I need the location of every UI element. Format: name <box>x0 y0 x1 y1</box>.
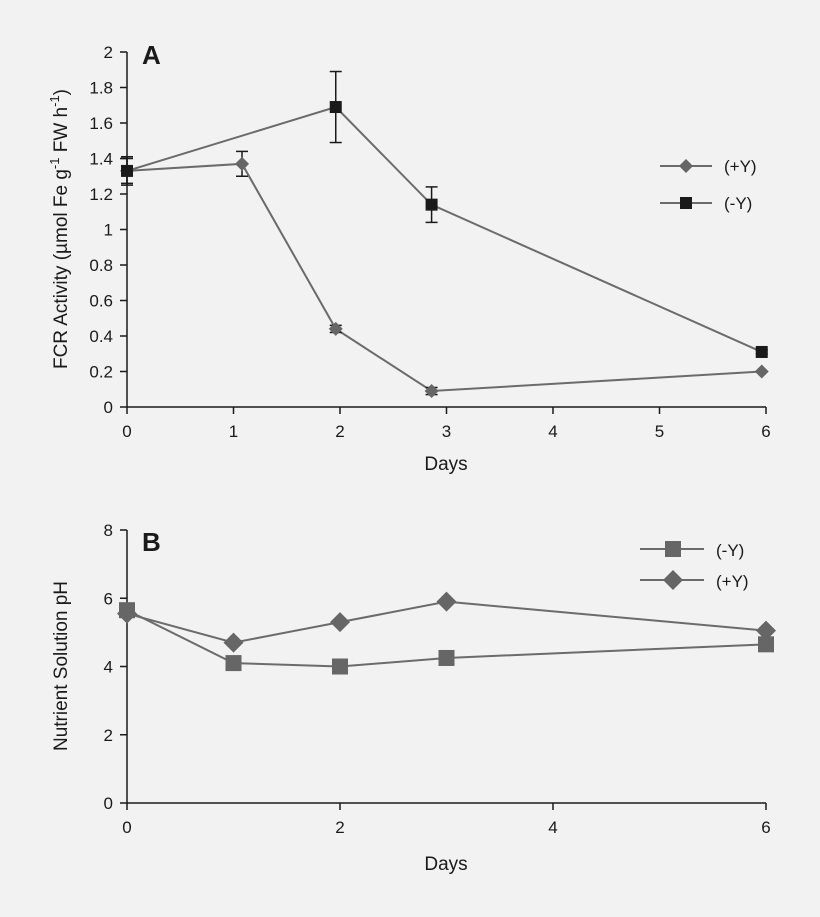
panel-a-x-ticks: 0 1 2 3 4 5 6 <box>122 407 771 441</box>
panel-a-y-tick-label: 0 <box>104 398 113 417</box>
series-line-a-1 <box>126 105 763 353</box>
panel-b-letter: B <box>142 527 161 557</box>
panel-b-x-tick-label: 2 <box>335 818 344 837</box>
panel-a-y-tick-label: 0.2 <box>89 363 113 382</box>
panel-b-y-ticks: 0 2 4 6 8 <box>104 521 127 813</box>
panel-b-y-label: Nutrient Solution pH <box>51 581 72 751</box>
panel-b-y-tick-label: 8 <box>104 521 113 540</box>
panel-a-y-tick-label: 1.2 <box>89 185 113 204</box>
panel-a-y-tick-label: 0.8 <box>89 256 113 275</box>
panel-a-x-tick-label: 6 <box>761 422 770 441</box>
panel-a-letter: A <box>142 40 161 70</box>
panel-a-y-tick-label: 0.4 <box>89 327 113 346</box>
panel-b-y-tick-label: 0 <box>104 794 113 813</box>
diamond-marker <box>679 159 693 173</box>
panel-a-y-label-suffix: ) <box>51 89 72 95</box>
data-point-diamond <box>235 156 250 171</box>
panel-b-x-ticks: 0 2 4 6 <box>122 803 771 837</box>
data-point-diamond <box>117 603 137 624</box>
panel-a-y-label-sup2: -1 <box>47 95 62 107</box>
panel-a-x-label: Days <box>424 454 467 475</box>
data-point-diamond <box>330 612 350 633</box>
panel-a-legend-label-plus-y: (+Y) <box>724 157 757 176</box>
panel-a-y-tick-label: 0.6 <box>89 292 113 311</box>
series-line-a-0 <box>126 162 762 393</box>
panel-b-x-tick-label: 6 <box>761 818 770 837</box>
data-point-diamond <box>328 321 343 336</box>
diamond-marker <box>663 570 683 590</box>
data-point-square <box>425 198 438 211</box>
panel-a-y-tick-label: 1.8 <box>89 79 113 98</box>
data-point-diamond <box>754 364 769 379</box>
square-marker <box>680 197 692 209</box>
panel-b-y-tick-label: 4 <box>104 658 113 677</box>
panel-a-y-label-middle: FW h <box>51 107 72 158</box>
panel-b-x-tick-label: 0 <box>122 818 131 837</box>
panel-b-y-tick-label: 6 <box>104 589 113 608</box>
panel-a-x-tick-label: 5 <box>655 422 664 441</box>
data-point-square <box>758 636 774 653</box>
data-point-square <box>755 345 768 358</box>
data-point-square <box>121 164 133 177</box>
data-point-square <box>332 658 348 675</box>
panel-b-legend-entry-plus-y: (+Y) <box>640 570 749 591</box>
panel-b-series <box>117 591 776 675</box>
panel-a: A 0 0.2 0.4 0.6 0.8 1 1.2 1.4 1.6 1.8 2 0 1 2 3 4 5 6 Da… <box>47 40 771 475</box>
panel-b-y-tick-label: 2 <box>104 726 113 745</box>
panel-a-y-label-sup1: -1 <box>47 158 62 170</box>
panel-b-legend-label-plus-y: (+Y) <box>716 572 749 591</box>
panel-a-x-tick-label: 3 <box>442 422 451 441</box>
data-point-diamond <box>436 591 457 612</box>
panel-a-y-label: FCR Activity (µmol Fe g-1 FW h-1) <box>47 89 72 369</box>
panel-a-legend-entry-plus-y: (+Y) <box>660 157 757 176</box>
panel-a-y-ticks: 0 0.2 0.4 0.6 0.8 1 1.2 1.4 1.6 1.8 2 <box>89 43 127 417</box>
data-point-diamond <box>756 620 776 641</box>
panel-b-legend-entry-minus-y: (-Y) <box>640 541 744 560</box>
data-point-diamond <box>223 632 244 653</box>
panel-a-x-tick-label: 2 <box>335 422 344 441</box>
data-point-diamond <box>424 384 439 399</box>
panel-a-legend: (+Y) (-Y) <box>660 157 757 213</box>
data-point-square <box>438 649 455 666</box>
panel-b: B 0 2 4 6 8 0 2 4 6 Days Nutrient Solution pH (… <box>51 521 776 875</box>
panel-b-x-tick-label: 4 <box>548 818 557 837</box>
panel-a-y-tick-label: 1.4 <box>89 150 113 169</box>
panel-a-legend-label-minus-y: (-Y) <box>724 194 752 213</box>
panel-a-x-tick-label: 0 <box>122 422 131 441</box>
square-marker <box>665 541 681 557</box>
panel-b-legend-label-minus-y: (-Y) <box>716 541 744 560</box>
panel-a-legend-entry-minus-y: (-Y) <box>660 194 752 213</box>
panel-b-x-label: Days <box>424 854 467 875</box>
panel-a-y-tick-label: 1.6 <box>89 114 113 133</box>
data-point-square <box>225 655 242 672</box>
panel-a-y-tick-label: 1 <box>104 221 113 240</box>
panel-b-legend: (-Y) (+Y) <box>640 541 749 591</box>
data-point-square <box>329 101 342 114</box>
panel-a-x-tick-label: 1 <box>229 422 238 441</box>
panel-a-y-tick-label: 2 <box>104 43 113 62</box>
panel-a-x-tick-label: 4 <box>548 422 557 441</box>
panel-a-series <box>120 70 769 399</box>
panel-a-y-label-prefix: FCR Activity (µmol Fe g <box>51 169 72 369</box>
